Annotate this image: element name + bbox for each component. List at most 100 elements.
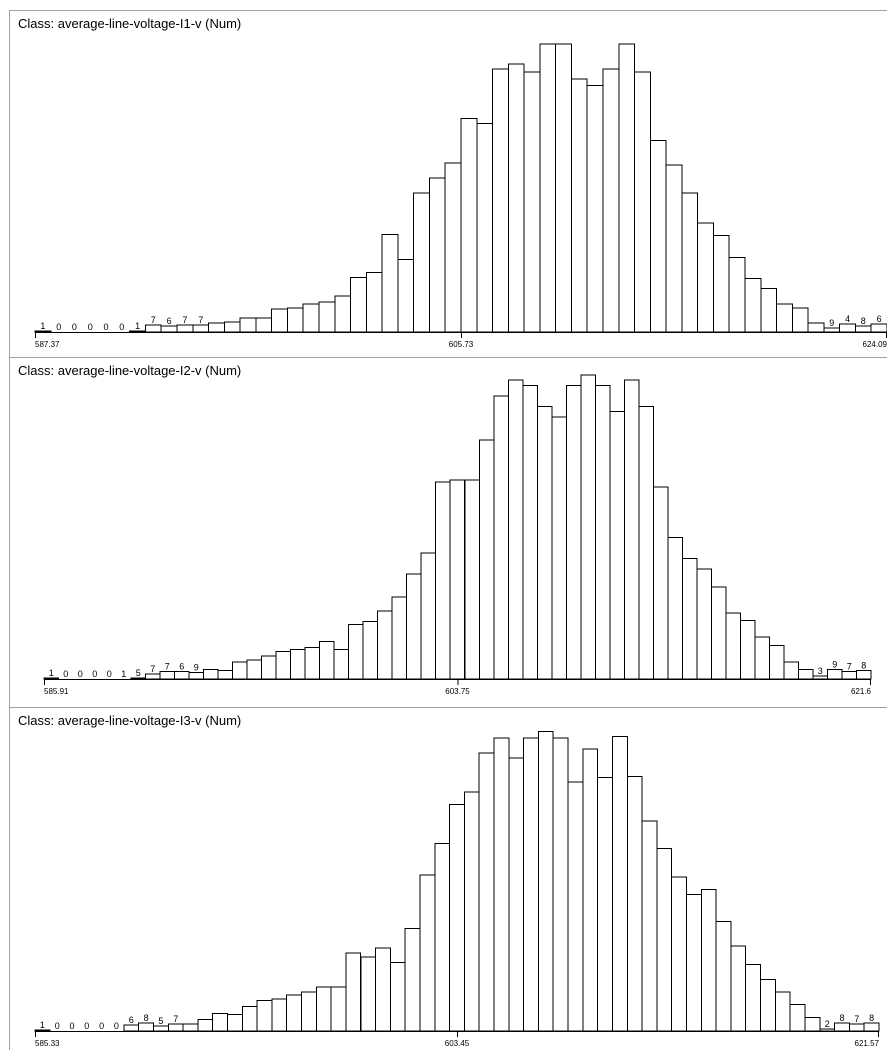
histogram-bar: [271, 308, 289, 333]
histogram-bar: [760, 978, 776, 1032]
histogram-bar: [856, 670, 872, 680]
histogram-bar: [192, 324, 210, 333]
x-axis-tick-label: 585.33: [35, 1039, 60, 1048]
histogram-bar: [638, 405, 654, 680]
histogram-bar: [536, 405, 553, 680]
histogram-bar: [710, 586, 727, 680]
histogram-bar: [397, 259, 415, 333]
bar-count-label: 1: [49, 668, 54, 678]
bar-count-label: 5: [158, 1016, 163, 1026]
histogram-bar: [449, 804, 465, 1032]
bar-count-label: 0: [119, 322, 124, 332]
histogram-bar: [863, 1022, 880, 1032]
bar-count-label: 0: [72, 322, 77, 332]
bar-count-label: 0: [88, 322, 93, 332]
bar-count-label: 7: [182, 315, 187, 325]
histogram-bar: [839, 323, 857, 333]
histogram-bar: [812, 675, 828, 680]
histogram-bar: [275, 651, 292, 680]
histogram-bar: [34, 330, 52, 333]
bar-count-label: 6: [179, 662, 184, 672]
histogram-bar: [319, 640, 335, 680]
histogram-bar: [315, 986, 332, 1032]
bar-count-label: 1: [135, 321, 140, 331]
histogram-bar: [435, 481, 451, 680]
histogram-bar: [406, 573, 422, 680]
histogram-bar: [318, 301, 336, 333]
histogram-bar: [478, 752, 495, 1032]
histogram-bar: [791, 307, 809, 333]
histogram-bar: [188, 672, 205, 680]
bar-count-label: 0: [69, 1021, 74, 1031]
histogram-bar: [256, 1000, 273, 1032]
histogram-bar: [537, 730, 554, 1032]
histogram-bar: [612, 735, 628, 1032]
histogram-panel-i3: Class: average-line-voltage-I3-v (Num) 5…: [9, 707, 887, 1050]
histogram-bar: [227, 1013, 243, 1032]
bar-count-label: 1: [40, 1020, 45, 1030]
x-axis-tick-label: 603.75: [445, 687, 470, 696]
histogram-bar: [301, 991, 317, 1032]
histogram-bar: [232, 661, 248, 680]
panel-title: Class: average-line-voltage-I2-v (Num): [18, 363, 242, 378]
histogram-bar: [290, 649, 306, 680]
histogram-bar: [460, 118, 478, 333]
histogram-bar: [854, 325, 872, 333]
histogram-bar: [350, 276, 367, 333]
histogram-bar: [138, 1022, 154, 1032]
histogram-bar: [345, 952, 362, 1032]
histogram-bar: [428, 177, 446, 333]
histogram-bar: [464, 479, 480, 680]
histogram-bar: [507, 379, 524, 680]
histogram-bar: [362, 620, 379, 680]
histogram-bar: [870, 323, 887, 333]
bar-count-label: 9: [832, 660, 837, 670]
histogram-bar: [449, 479, 466, 680]
panel-title: Class: average-line-voltage-I1-v (Num): [18, 16, 242, 31]
histogram-bar: [725, 612, 741, 680]
histogram-bar: [507, 63, 525, 333]
histogram-bar: [656, 848, 673, 1032]
histogram-bar: [522, 385, 538, 680]
histogram-bar: [261, 655, 277, 680]
bar-count-label: 8: [144, 1013, 149, 1023]
histogram-bar: [652, 486, 669, 680]
histogram-bar: [223, 321, 241, 333]
histogram-bar: [360, 956, 377, 1032]
histogram-bar: [444, 162, 462, 333]
histogram-bar: [586, 85, 604, 333]
histogram-bar: [834, 1022, 850, 1032]
histogram-panel-i1: Class: average-line-voltage-I1-v (Num) 5…: [9, 10, 887, 357]
histogram-bar: [160, 325, 178, 333]
histogram-bar: [333, 649, 350, 680]
histogram-bar: [744, 277, 762, 333]
histogram-bar: [696, 568, 712, 680]
histogram-bar: [594, 385, 611, 680]
histogram-bar: [768, 645, 785, 680]
bar-count-label: 7: [165, 662, 170, 672]
histogram-bar: [754, 636, 770, 680]
bar-count-label: 7: [847, 662, 852, 672]
histogram-bar: [807, 322, 825, 333]
histogram-bar: [715, 921, 732, 1032]
histogram-bar: [34, 1029, 51, 1032]
histogram-bar: [523, 71, 541, 333]
histogram-bar: [348, 624, 364, 680]
histogram-bar: [774, 991, 791, 1032]
histogram-bar: [159, 671, 176, 680]
histogram-bar: [197, 1018, 214, 1032]
bar-count-label: 7: [854, 1014, 859, 1024]
bar-count-label: 8: [861, 316, 866, 326]
bar-count-label: 8: [839, 1013, 844, 1023]
histogram-bar: [203, 669, 219, 680]
histogram-bar: [129, 330, 146, 333]
histogram-bar: [555, 43, 573, 333]
histogram-bar: [523, 737, 539, 1032]
x-axis-tick-label: 621.57: [855, 1039, 880, 1048]
bar-count-label: 1: [40, 321, 45, 331]
panel-divider: [9, 357, 10, 707]
histogram-bar: [167, 1023, 184, 1032]
histogram-bar: [212, 1012, 228, 1032]
histogram-bar: [365, 271, 383, 333]
bar-count-label: 0: [84, 1021, 89, 1031]
